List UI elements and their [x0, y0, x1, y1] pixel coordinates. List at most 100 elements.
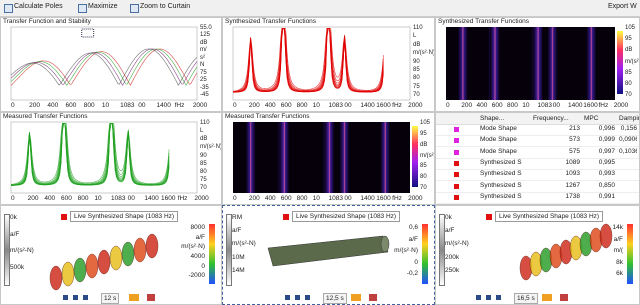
- shape-model: [223, 206, 435, 305]
- time-spinner[interactable]: 12 s: [101, 293, 119, 304]
- speed-button[interactable]: [351, 294, 361, 301]
- row-color: [454, 184, 459, 189]
- shape-view: Live Synthesized Shape (1083 Hz)RMa/Fm/(…: [222, 205, 435, 305]
- shape-model: [436, 206, 640, 305]
- playback-button[interactable]: [295, 295, 300, 300]
- column-header[interactable]: Damping (...: [619, 115, 639, 122]
- y-tick-label: m/(s²·N): [625, 59, 640, 65]
- mesh-ring: [74, 258, 86, 282]
- table-cell[interactable]: 1093: [533, 170, 580, 177]
- x-tick-label: 400: [477, 102, 488, 109]
- table-cell[interactable]: 0,991: [584, 193, 615, 200]
- table-cell[interactable]: 0,997: [584, 148, 615, 155]
- speed-button[interactable]: [129, 294, 139, 301]
- camera-button[interactable]: [560, 294, 568, 301]
- y-tick-label: 95: [420, 131, 427, 137]
- chart-panel: Synthesized Transfer Functions0200400600…: [435, 17, 640, 112]
- x-tick-label: 1400: [144, 195, 158, 202]
- x-tick-label: 0: [233, 195, 237, 202]
- x-tick-label: 2000: [408, 102, 422, 109]
- playback-button[interactable]: [476, 295, 481, 300]
- chart-panel: Measured Transfer Functions0200400600800…: [222, 112, 435, 205]
- table-cell[interactable]: 0,1036: [619, 148, 637, 155]
- y-tick-label: 70: [413, 92, 420, 98]
- y-tick-label: L: [200, 128, 203, 134]
- x-tick-label: 1600: [583, 102, 597, 109]
- y-tick-label: 90: [200, 153, 207, 159]
- x-tick-label: 10: [102, 102, 109, 109]
- column-header[interactable]: Frequency...: [533, 115, 582, 122]
- row-color: [454, 150, 459, 155]
- table-cell[interactable]: 0,156: [619, 125, 637, 132]
- column-header[interactable]: Shape...: [480, 115, 531, 122]
- x-tick-label: 600: [281, 102, 292, 109]
- x-tick-label: 00: [344, 102, 351, 109]
- y-tick-label: 80: [200, 169, 207, 175]
- table-cell[interactable]: 0,999: [584, 136, 615, 143]
- playback-button[interactable]: [73, 295, 78, 300]
- x-tick-label: 800: [297, 102, 308, 109]
- table-cell[interactable]: 1738: [533, 193, 580, 200]
- y-tick-label: m/(s²·N): [200, 144, 222, 150]
- shape-view: Live Synthesized Shape (1083 Hz)0ka/Fm/(…: [435, 205, 640, 305]
- table-cell[interactable]: Mode Shape: [480, 136, 529, 143]
- colorbar: [412, 126, 418, 187]
- toolbar-button[interactable]: Zoom to Curtain: [140, 3, 190, 10]
- toolbar-icon: [4, 4, 13, 13]
- y-tick-label: 70: [200, 185, 207, 191]
- x-tick-label: 2000: [408, 195, 422, 202]
- heat-band: [380, 122, 390, 193]
- cylinder-end: [381, 236, 389, 252]
- table-cell[interactable]: Mode Shape: [480, 125, 529, 132]
- heat-band: [246, 122, 256, 193]
- y-tick-label: 70: [625, 92, 632, 98]
- table-cell[interactable]: Synthesized S: [480, 193, 529, 200]
- playback-button[interactable]: [63, 295, 68, 300]
- playback-button[interactable]: [83, 295, 88, 300]
- playback-button[interactable]: [305, 295, 310, 300]
- camera-button[interactable]: [369, 294, 377, 301]
- playback-button[interactable]: [496, 295, 501, 300]
- table-cell[interactable]: 0,995: [584, 159, 615, 166]
- y-tick-label: dB: [625, 47, 632, 53]
- x-tick-label: fHz: [175, 102, 185, 109]
- column-header[interactable]: MPC: [584, 115, 617, 122]
- table-cell[interactable]: Synthesized S: [480, 159, 529, 166]
- y-tick-label: 110: [413, 25, 423, 31]
- table-cell[interactable]: 1089: [533, 159, 580, 166]
- x-tick-label: 2000: [194, 195, 208, 202]
- table-cell[interactable]: 1267: [533, 182, 580, 189]
- playback-button[interactable]: [285, 295, 290, 300]
- speed-button[interactable]: [542, 294, 552, 301]
- playback-button[interactable]: [486, 295, 491, 300]
- table-cell[interactable]: 0,993: [584, 170, 615, 177]
- table-cell[interactable]: 213: [533, 125, 580, 132]
- table-cell[interactable]: 0,850: [584, 182, 615, 189]
- time-spinner[interactable]: 12,5 s: [323, 293, 347, 304]
- y-tick-label: 105: [420, 120, 430, 126]
- x-tick-label: fHz: [178, 195, 188, 202]
- table-cell[interactable]: 0,0906: [619, 136, 637, 143]
- chart-panel: Measured Transfer Functions0200400600800…: [0, 112, 222, 205]
- table-cell[interactable]: 575: [533, 148, 580, 155]
- toolbar-button[interactable]: Calculate Poles: [14, 3, 63, 10]
- x-tick-label: 1600: [161, 195, 175, 202]
- y-tick-label: 105: [625, 25, 635, 31]
- x-tick-label: 1400: [156, 102, 170, 109]
- table-cell[interactable]: Synthesized S: [480, 182, 529, 189]
- y-tick-label: -45: [200, 92, 209, 98]
- camera-button[interactable]: [147, 294, 155, 301]
- y-tick-label: dB: [413, 42, 420, 48]
- table-cell[interactable]: Synthesized S: [480, 170, 529, 177]
- shape-view: Live Synthesized Shape (1083 Hz)0ka/Fm/(…: [0, 205, 222, 305]
- table-cell[interactable]: 573: [533, 136, 580, 143]
- time-spinner[interactable]: 16,5 s: [514, 293, 538, 304]
- table-cell[interactable]: 0,996: [584, 125, 615, 132]
- export-button[interactable]: Export W: [608, 3, 637, 10]
- x-tick-label: 400: [47, 102, 58, 109]
- table-cell[interactable]: Mode Shape: [480, 148, 529, 155]
- plot-area: [11, 27, 197, 100]
- cylinder: [268, 236, 388, 266]
- x-tick-label: 1400: [360, 195, 374, 202]
- toolbar-button[interactable]: Maximize: [88, 3, 118, 10]
